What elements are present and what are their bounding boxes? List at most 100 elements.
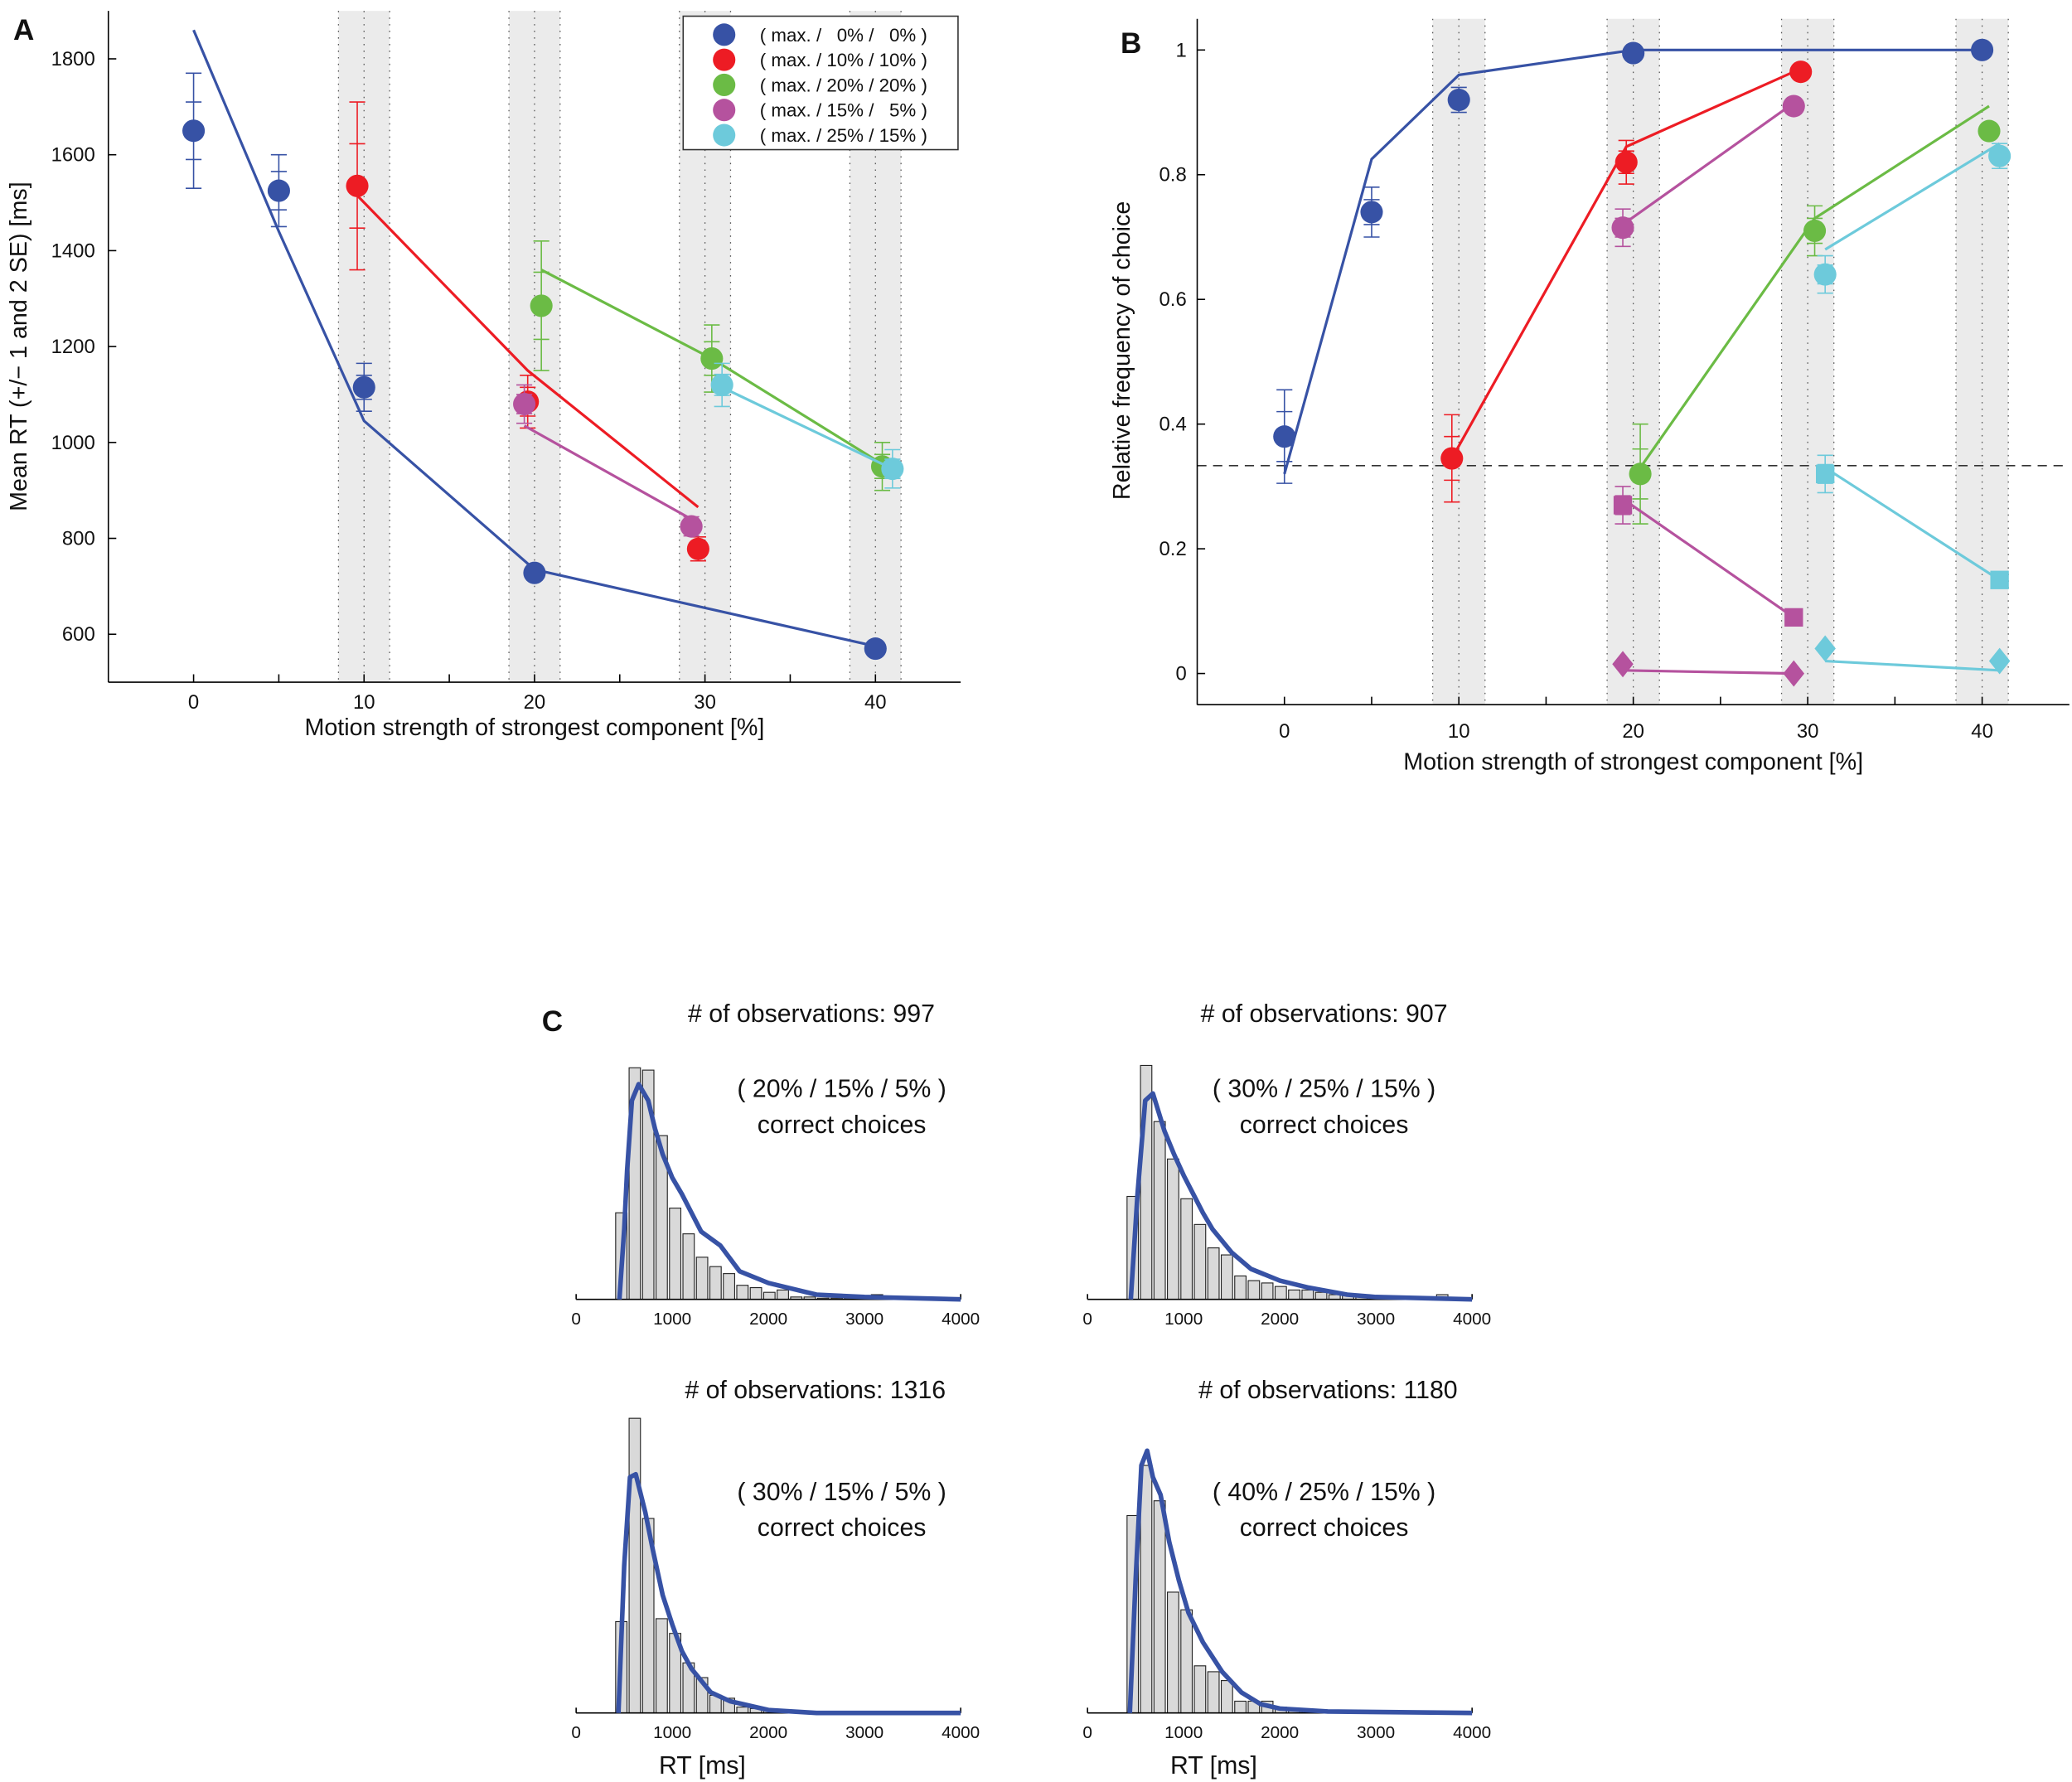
x-tick-label: 20 — [1622, 720, 1644, 743]
legend-marker-blue — [713, 23, 736, 46]
y-axis-label: Relative frequency of choice — [1109, 201, 1135, 500]
x-tick-label: 2000 — [1261, 1723, 1299, 1742]
observation-count: # of observations: 1180 — [1198, 1377, 1458, 1404]
data-point-blue — [1273, 425, 1296, 448]
x-tick-label: 1000 — [653, 1310, 691, 1329]
condition-sublabel: correct choices — [758, 1514, 927, 1542]
data-point-blue — [1360, 201, 1383, 224]
panel-b — [1196, 18, 2070, 705]
y-tick-label: 1400 — [51, 240, 95, 262]
observation-count: # of observations: 907 — [1201, 1000, 1448, 1028]
histogram-bar — [709, 1266, 722, 1300]
data-point-green — [700, 347, 724, 370]
histogram-bar — [1207, 1247, 1220, 1300]
legend-label: ( max. / 20% / 20% ) — [760, 75, 927, 95]
y-tick-label: 1200 — [51, 336, 95, 358]
model-line-red — [356, 194, 700, 509]
histogram-bar — [1153, 1121, 1166, 1300]
data-point-blue — [267, 179, 290, 202]
histogram-bar — [1180, 1198, 1193, 1300]
legend-label: ( max. / 10% / 10% ) — [760, 50, 927, 70]
legend-marker-green — [713, 73, 736, 96]
x-tick-label: 0 — [571, 1723, 581, 1742]
y-tick-label: 0.4 — [1159, 414, 1187, 436]
model-rt-density-curve — [1128, 1091, 1473, 1302]
x-tick-label: 3000 — [1357, 1310, 1395, 1329]
histogram-bar — [1153, 1500, 1166, 1714]
model-line-blue — [192, 29, 876, 648]
histogram-bar — [1234, 1700, 1247, 1714]
histogram-panel — [575, 1067, 961, 1302]
y-tick-label: 1800 — [51, 48, 95, 70]
data-point-blue — [1447, 88, 1470, 112]
histogram-bar — [1314, 1291, 1328, 1300]
data-point-red — [346, 174, 369, 197]
histogram-bar — [1234, 1275, 1247, 1300]
data-point-cyan — [710, 373, 733, 396]
shaded-band — [1432, 18, 1485, 705]
data-point-magenta — [680, 515, 703, 538]
y-axis-label: Mean RT (+/− 1 and 2 SE) [ms] — [6, 182, 32, 511]
histogram-bar — [1167, 1158, 1179, 1300]
x-tick-label: 4000 — [1453, 1723, 1491, 1742]
histogram-panel — [1087, 1064, 1473, 1302]
panel-label: A — [13, 14, 34, 46]
condition-sublabel: correct choices — [1240, 1514, 1409, 1542]
histogram-bar — [628, 1417, 641, 1714]
model-line-magenta — [523, 424, 692, 521]
histogram-bar — [1288, 1289, 1300, 1300]
shaded-band — [1781, 18, 1834, 705]
histogram-bar — [1180, 1609, 1193, 1714]
y-tick-label: 0.2 — [1159, 538, 1187, 560]
histogram-bar — [736, 1707, 749, 1714]
y-tick-label: 0.6 — [1159, 288, 1187, 311]
data-point-red — [1615, 151, 1638, 174]
histogram-bar — [1207, 1671, 1220, 1714]
x-tick-label: 40 — [1971, 720, 1993, 743]
observation-count: # of observations: 997 — [688, 1000, 935, 1028]
data-point-red — [686, 537, 709, 560]
histogram-bar — [762, 1291, 776, 1300]
legend-marker-magenta — [713, 99, 736, 122]
condition-label: ( 20% / 15% / 5% ) — [737, 1076, 946, 1103]
data-point-green — [530, 294, 553, 317]
data-point-square-cyan — [1816, 464, 1835, 484]
histogram-bar — [1247, 1280, 1261, 1300]
x-axis-label: Motion strength of strongest component [… — [1403, 748, 1863, 775]
data-point-cyan — [881, 458, 904, 481]
histogram-bar — [1274, 1286, 1287, 1300]
model-rt-density-curve — [1127, 1448, 1473, 1716]
data-point-blue — [523, 561, 546, 584]
x-axis-label: RT [ms] — [1170, 1752, 1257, 1780]
condition-label: ( 40% / 25% / 15% ) — [1213, 1479, 1435, 1506]
x-tick-label: 0 — [1082, 1310, 1092, 1329]
x-tick-label: 1000 — [1164, 1723, 1203, 1742]
x-tick-label: 2000 — [749, 1723, 787, 1742]
legend-label: ( max. / 15% / 5% ) — [760, 100, 927, 121]
legend-marker-cyan — [713, 123, 736, 147]
x-tick-label: 1000 — [653, 1723, 691, 1742]
y-tick-label: 800 — [62, 527, 95, 550]
legend-label: ( max. / 0% / 0% ) — [760, 25, 927, 46]
histogram-bar — [723, 1273, 735, 1300]
model-line-magenta — [1623, 669, 1794, 676]
data-point-green — [1978, 119, 2001, 143]
condition-label: ( 30% / 15% / 5% ) — [737, 1479, 946, 1506]
y-tick-label: 1000 — [51, 432, 95, 454]
y-tick-label: 1 — [1175, 39, 1186, 61]
data-point-cyan — [1813, 263, 1837, 286]
model-line-cyan — [1824, 142, 2001, 251]
data-point-red — [1789, 61, 1813, 84]
condition-sublabel: correct choices — [1240, 1111, 1409, 1139]
histogram-bar — [1220, 1254, 1233, 1300]
x-tick-label: 2000 — [749, 1310, 787, 1329]
histogram-bar — [1140, 1465, 1153, 1714]
x-tick-label: 2000 — [1261, 1310, 1299, 1329]
legend: ( max. / 0% / 0% ) ( max. / 10% / 10% ) ( … — [682, 15, 959, 151]
data-point-blue — [864, 637, 887, 661]
model-line-cyan — [721, 385, 893, 471]
y-tick-label: 0.8 — [1159, 164, 1187, 186]
data-point-blue — [182, 119, 206, 143]
y-tick-label: 1600 — [51, 144, 95, 167]
